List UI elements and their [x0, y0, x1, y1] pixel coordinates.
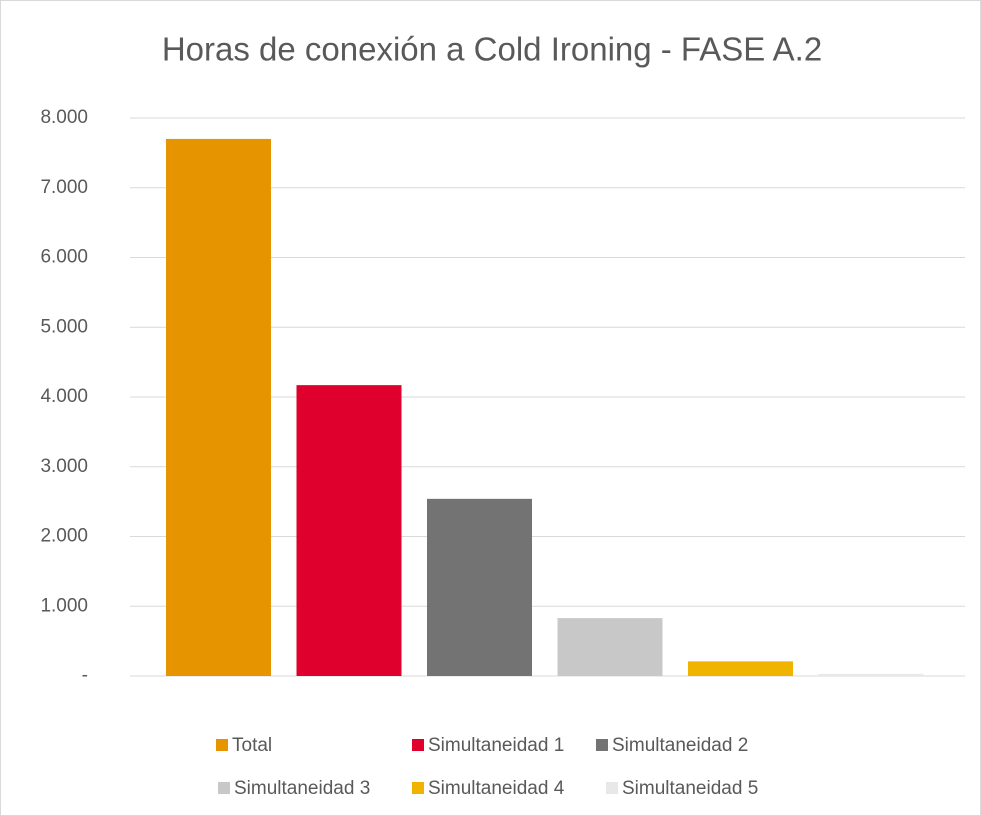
- bar: [818, 673, 924, 676]
- y-tick-label: 3.000: [40, 456, 88, 477]
- y-tick-label: 7.000: [40, 177, 88, 198]
- legend-label: Simultaneidad 1: [428, 735, 564, 756]
- y-tick-label: 2.000: [40, 526, 88, 547]
- legend-swatch: [218, 782, 230, 794]
- legend-swatch: [216, 739, 228, 751]
- legend-label: Simultaneidad 3: [234, 778, 370, 799]
- legend-label: Simultaneidad 2: [612, 735, 748, 756]
- y-tick-label: 5.000: [40, 316, 88, 337]
- y-tick-label: 4.000: [40, 386, 88, 407]
- bar: [688, 661, 793, 676]
- bar: [166, 138, 271, 677]
- y-tick-label: 6.000: [40, 247, 88, 268]
- legend-swatch: [606, 782, 618, 794]
- y-tick-label: 8.000: [40, 107, 88, 128]
- y-tick-label: -: [82, 665, 88, 686]
- legend-swatch: [412, 739, 424, 751]
- legend-label: Simultaneidad 5: [622, 778, 758, 799]
- legend-label: Simultaneidad 4: [428, 778, 565, 799]
- legend-swatch: [412, 782, 424, 794]
- bar: [427, 498, 532, 676]
- chart-title: Horas de conexión a Cold Ironing - FASE …: [162, 31, 822, 68]
- legend-label: Total: [232, 735, 272, 756]
- y-tick-label: 1.000: [40, 595, 88, 616]
- legend-swatch: [596, 739, 608, 751]
- bar: [296, 385, 402, 676]
- bar: [557, 618, 663, 676]
